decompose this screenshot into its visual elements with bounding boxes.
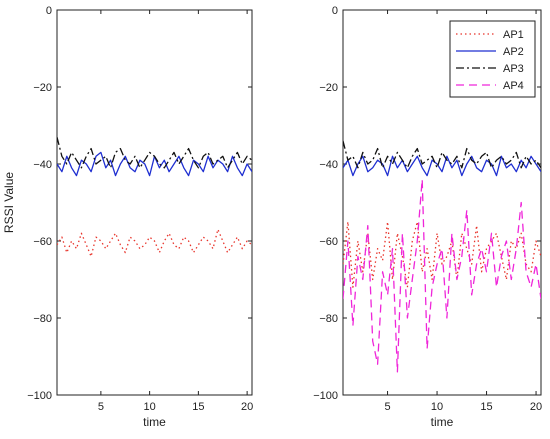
- series-line-ap1: [57, 228, 252, 258]
- x-tick-label: 5: [384, 401, 390, 413]
- y-axis-label: RSSI Value: [2, 172, 16, 233]
- x-tick-label: 20: [241, 401, 253, 413]
- x-axis-label: time: [143, 415, 166, 429]
- x-tick-label: 15: [480, 401, 492, 413]
- x-tick-label: 5: [98, 401, 104, 413]
- chart-panel-1: 0 −20 −40 −60 −80 −100 5 10 15 20 time RSSI Value: [2, 5, 253, 429]
- legend-label-ap3: AP3: [503, 63, 524, 75]
- y-tick-label: −20: [33, 82, 52, 94]
- y-tick-label: 0: [332, 5, 338, 17]
- y-tick-label: −100: [313, 390, 338, 402]
- legend-label-ap1: AP1: [503, 29, 524, 41]
- series-line-ap4: [343, 178, 541, 373]
- x-tick-label: 15: [192, 401, 204, 413]
- x-axis-label: time: [431, 415, 454, 429]
- plot-area-frame: [56, 9, 253, 396]
- y-tick-label: −40: [319, 159, 338, 171]
- y-tick-label: −80: [33, 313, 52, 325]
- y-tick-label: −80: [319, 313, 338, 325]
- legend-label-ap4: AP4: [503, 80, 524, 92]
- series-group: [343, 140, 541, 373]
- series-line-ap2: [343, 155, 541, 177]
- legend-label-ap2: AP2: [503, 46, 524, 58]
- series-line-ap3: [343, 140, 541, 169]
- x-tick-label: 20: [530, 401, 542, 413]
- y-tick-label: −20: [319, 82, 338, 94]
- y-tick-label: −60: [33, 236, 52, 248]
- y-tick-label: −60: [319, 236, 338, 248]
- legend: AP1 AP2 AP3 AP4: [449, 20, 536, 98]
- chart-panel-2: 0 −20 −40 −60 −80 −100 5 10 15 20 time AP1 AP2 AP3 AP4: [313, 5, 542, 429]
- y-tick-label: −40: [33, 159, 52, 171]
- y-tick-label: −100: [27, 390, 52, 402]
- series-line-ap1: [343, 221, 541, 288]
- x-tick-label: 10: [144, 401, 156, 413]
- y-tick-label: 0: [46, 5, 52, 17]
- series-group: [57, 136, 252, 258]
- x-tick-label: 10: [431, 401, 443, 413]
- series-line-ap3: [57, 136, 252, 169]
